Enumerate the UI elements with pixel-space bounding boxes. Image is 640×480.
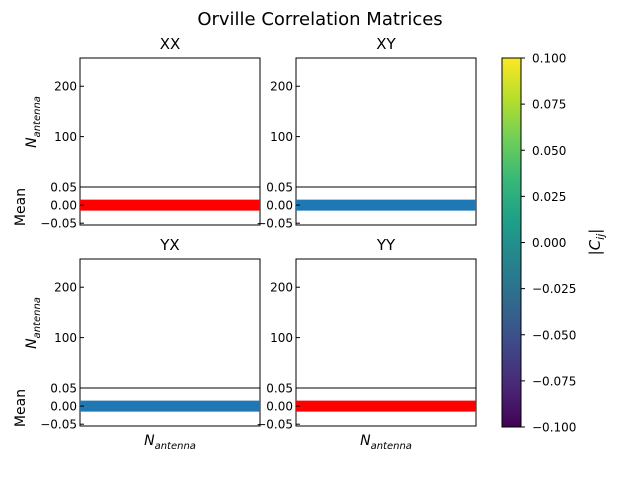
matrix-axes <box>79 258 261 389</box>
xlabel-main: N <box>360 433 371 449</box>
xlabel-sub: antenna <box>371 441 412 452</box>
matrix-ylabel-sub: antenna <box>32 96 43 137</box>
mean-ytick-label: −0.05 <box>40 217 77 231</box>
mean-ytick-label: 0.05 <box>266 382 293 396</box>
colorbar-tick-label: 0.100 <box>532 52 566 66</box>
mean-ytick-label: −0.05 <box>256 217 293 231</box>
colorbar-label-main: |C <box>586 239 604 255</box>
matrix-ytick-label: 100 <box>54 331 77 345</box>
colorbar-label-sub: ij <box>594 233 607 240</box>
matrix-axes <box>79 57 261 188</box>
colorbar-tick-label: 0.050 <box>532 144 566 158</box>
panel-title: YY <box>376 236 396 254</box>
matrix-ylabel-sub: antenna <box>32 297 43 338</box>
xlabel: Nantenna <box>144 433 196 452</box>
xlabel-sub: antenna <box>155 441 196 452</box>
matrix-ytick-label: 100 <box>54 130 77 144</box>
matrix-ytick-label: 200 <box>270 80 293 94</box>
matrix-ylabel-main: N <box>24 137 40 148</box>
mean-ytick-label: −0.05 <box>40 418 77 432</box>
figure-title: Orville Correlation Matrices <box>197 9 442 30</box>
matrix-ytick-label: 100 <box>270 331 293 345</box>
matrix-ylabel: Nantenna <box>24 297 43 349</box>
colorbar-gradient <box>501 57 522 428</box>
matrix-ytick-label: 100 <box>270 130 293 144</box>
colorbar-tick-label: 0.000 <box>532 236 566 250</box>
colorbar: 0.100 0.075 0.050 0.025 0.000 −0.025 −0.050 −0.… <box>501 52 607 435</box>
mean-ylabel: Mean <box>13 389 29 427</box>
mean-ytick-label: 0.00 <box>266 199 293 213</box>
mean-ytick-label: 0.00 <box>50 199 77 213</box>
matrix-axes <box>295 258 477 389</box>
mean-ytick-label: 0.05 <box>266 181 293 195</box>
mean-ytick-label: −0.05 <box>256 418 293 432</box>
mean-ytick-label: 0.00 <box>50 400 77 414</box>
colorbar-tick-label: −0.075 <box>532 374 576 388</box>
colorbar-tick-label: −0.050 <box>532 328 576 342</box>
panel-xx: XX 100 200 −0.05 0.00 0.05 Nantenna Mean <box>13 35 261 231</box>
matrix-ytick-label: 200 <box>270 281 293 295</box>
colorbar-tick-label: −0.025 <box>532 282 576 296</box>
colorbar-label: |Cij| <box>586 229 607 256</box>
matrix-ytick-label: 200 <box>54 80 77 94</box>
colorbar-tick-label: −0.100 <box>532 421 576 435</box>
colorbar-label-end: | <box>586 229 604 234</box>
panel-title: YX <box>159 236 179 254</box>
panel-title: XY <box>376 35 396 53</box>
xlabel: Nantenna <box>360 433 412 452</box>
xlabel-main: N <box>144 433 155 449</box>
matrix-ytick-label: 200 <box>54 281 77 295</box>
colorbar-tick-label: 0.075 <box>532 98 566 112</box>
colorbar-tick-label: 0.025 <box>532 190 566 204</box>
matrix-ylabel: Nantenna <box>24 96 43 148</box>
mean-ytick-label: 0.00 <box>266 400 293 414</box>
matrix-ylabel-main: N <box>24 338 40 349</box>
matrix-axes <box>295 57 477 188</box>
panel-yx: YX 100 200 −0.05 0.00 0.05 Nantenna Mean Nantenn… <box>13 236 261 452</box>
panel-title: XX <box>160 35 181 53</box>
panel-yy: YY 100 200 −0.05 0.00 0.05 Nantenna <box>256 236 477 452</box>
panel-xy: XY 100 200 −0.05 0.00 0.05 <box>256 35 477 231</box>
panels-grid: XX 100 200 −0.05 0.00 0.05 Nantenna Mean XY 100 20… <box>13 35 477 452</box>
mean-ylabel: Mean <box>13 188 29 226</box>
mean-ytick-label: 0.05 <box>50 382 77 396</box>
mean-ytick-label: 0.05 <box>50 181 77 195</box>
